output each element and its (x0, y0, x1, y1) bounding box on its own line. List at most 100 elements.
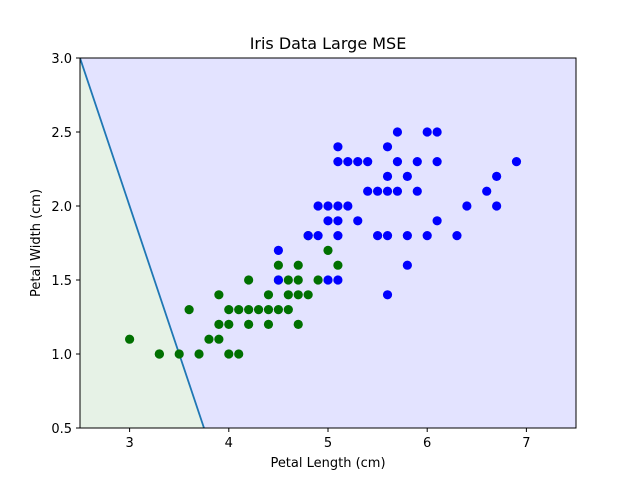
data-point (402, 231, 412, 241)
data-point (392, 157, 403, 167)
data-point (492, 171, 502, 181)
data-point (343, 157, 353, 167)
data-point (234, 349, 244, 359)
data-point (224, 305, 234, 315)
data-point (244, 275, 254, 285)
y-tick-label: 1.0 (51, 348, 72, 363)
data-point (273, 260, 283, 270)
data-point (462, 201, 472, 211)
data-point (382, 171, 393, 181)
data-point (373, 231, 383, 241)
data-point (333, 216, 343, 226)
region-right (80, 58, 576, 428)
data-point (313, 275, 323, 285)
data-point (283, 275, 293, 285)
data-point (313, 201, 323, 211)
data-point (363, 157, 373, 167)
x-axis-ticks: 3 4 5 6 7 (125, 428, 531, 451)
data-point (353, 216, 363, 226)
data-point (303, 290, 313, 300)
data-point (224, 349, 234, 359)
data-point (382, 142, 393, 152)
data-point (432, 127, 442, 137)
data-point (343, 201, 353, 211)
data-point (511, 157, 522, 167)
data-point (273, 245, 283, 255)
decision-boundary (80, 58, 205, 428)
y-tick-label: 2.0 (51, 200, 72, 215)
data-point (125, 334, 135, 344)
data-point (422, 231, 432, 241)
x-axis-title: Petal Length (cm) (270, 456, 385, 471)
data-point (313, 231, 323, 241)
data-point (402, 171, 412, 181)
data-point (263, 290, 274, 300)
y-tick-label: 1.5 (51, 274, 72, 289)
data-point (432, 157, 442, 167)
data-point (293, 290, 303, 300)
x-tick-label: 3 (125, 436, 133, 451)
data-point (382, 231, 393, 241)
data-point (402, 260, 412, 270)
data-point (244, 305, 254, 315)
y-tick-label: 3.0 (51, 52, 72, 67)
data-point (363, 186, 373, 196)
data-point (224, 319, 234, 329)
data-point (214, 290, 224, 300)
data-point (333, 260, 343, 270)
x-tick-label: 4 (225, 436, 233, 451)
data-point (253, 305, 264, 315)
y-tick-label: 0.5 (51, 422, 72, 437)
y-axis-title: Petal Width (cm) (29, 189, 44, 297)
data-point (452, 231, 462, 241)
data-point (214, 334, 224, 344)
data-point (422, 127, 432, 137)
data-point (283, 290, 293, 300)
data-point (323, 275, 333, 285)
data-point (154, 349, 164, 359)
data-point (392, 186, 403, 196)
data-point (174, 349, 184, 359)
data-point (293, 275, 303, 285)
chart-title: Iris Data Large MSE (250, 34, 407, 53)
data-point (234, 305, 244, 315)
y-tick-label: 2.5 (51, 126, 72, 141)
data-point (482, 186, 492, 196)
data-point (323, 201, 333, 211)
boundary-line (80, 58, 205, 428)
data-point (382, 186, 393, 196)
data-point (333, 201, 343, 211)
data-point (293, 319, 303, 329)
data-point (333, 231, 343, 241)
data-point (392, 127, 403, 137)
data-point (412, 186, 422, 196)
x-tick-label: 5 (324, 436, 332, 451)
data-point (333, 275, 343, 285)
data-point (323, 245, 333, 255)
data-point (273, 275, 283, 285)
data-point (323, 216, 333, 226)
data-point (333, 157, 343, 167)
data-points (125, 127, 522, 359)
data-point (273, 305, 283, 315)
data-point (263, 305, 274, 315)
data-point (204, 334, 214, 344)
data-point (492, 201, 502, 211)
data-point (373, 186, 383, 196)
data-point (214, 319, 224, 329)
decision-regions (80, 58, 576, 428)
x-tick-label: 6 (423, 436, 431, 451)
data-point (303, 231, 313, 241)
data-point (353, 157, 363, 167)
data-point (333, 142, 343, 152)
data-point (432, 216, 442, 226)
data-point (293, 260, 303, 270)
data-point (244, 319, 254, 329)
data-point (283, 305, 293, 315)
y-axis-ticks: 0.5 1.0 1.5 2.0 2.5 3.0 (51, 52, 80, 437)
data-point (194, 349, 204, 359)
data-point (184, 305, 194, 315)
data-point (263, 319, 274, 329)
x-tick-label: 7 (522, 436, 530, 451)
